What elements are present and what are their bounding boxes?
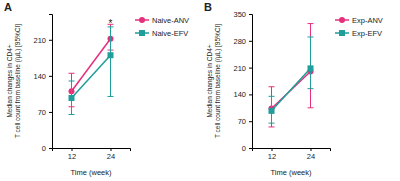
y-tick-label: 350 xyxy=(233,10,246,19)
legend-label: Exp-ANV xyxy=(352,16,383,25)
legend-marker xyxy=(339,30,345,36)
marker xyxy=(108,52,114,58)
legend: Naive-ANV Naive-EFV xyxy=(135,16,189,38)
x-tick-label: 12 xyxy=(68,152,76,161)
panel-title: A xyxy=(4,1,12,13)
y-tick-mark xyxy=(49,40,52,41)
error-bar xyxy=(308,37,314,89)
marker xyxy=(308,65,314,71)
y-tick-label: 70 xyxy=(238,117,246,126)
y-tick-label: 0 xyxy=(42,144,46,153)
y-tick-label: 140 xyxy=(233,90,246,99)
error-bar xyxy=(269,87,275,127)
y-tick-mark xyxy=(249,94,252,95)
x-axis-title: Time (week) xyxy=(271,168,312,177)
error-bar xyxy=(269,96,275,123)
y-tick: 210 xyxy=(233,64,252,73)
y-tick-mark xyxy=(249,148,252,149)
y-tick-mark xyxy=(49,76,52,77)
panel: A 0 70 140 210 12 24 Time (week) Median changes … xyxy=(4,1,189,177)
legend-label: Exp-EFV xyxy=(352,29,382,38)
error-bar xyxy=(308,24,314,108)
plot-area xyxy=(69,24,114,114)
x-tick-label: 24 xyxy=(307,152,315,161)
marker xyxy=(69,95,75,101)
x-tick: 24 xyxy=(107,148,115,161)
y-axis-line xyxy=(249,15,253,149)
y-tick-mark xyxy=(249,121,252,122)
legend: Exp-ANV Exp-EFV xyxy=(335,16,383,38)
y-axis: 0 70 140 210 xyxy=(33,15,52,153)
y-tick: 0 xyxy=(242,144,252,153)
y-tick-label: 280 xyxy=(233,37,246,46)
y-axis-title: Median changes in CD4+T cell count from … xyxy=(206,24,222,138)
series-line xyxy=(272,68,311,110)
y-tick-mark xyxy=(249,14,252,15)
y-tick-label: 210 xyxy=(33,36,46,45)
x-tick-mark xyxy=(311,148,312,151)
x-tick: 24 xyxy=(307,148,315,161)
panel: B 0 70 140 210 280 350 12 24 Time (week) Median ch… xyxy=(204,1,383,177)
x-tick: 12 xyxy=(268,148,276,161)
y-tick-mark xyxy=(249,41,252,42)
x-tick-mark xyxy=(111,148,112,151)
legend-marker xyxy=(339,17,345,23)
series-line xyxy=(72,55,111,98)
y-tick: 140 xyxy=(33,72,52,81)
annotation: * xyxy=(109,18,113,29)
legend-marker xyxy=(139,30,145,36)
y-tick-mark xyxy=(49,112,52,113)
error-bar xyxy=(108,27,114,97)
error-bar xyxy=(69,81,75,115)
y-tick-label: 70 xyxy=(38,108,46,117)
x-tick-mark xyxy=(72,148,73,151)
legend-label: Naive-ANV xyxy=(152,16,189,25)
x-axis-title: Time (week) xyxy=(71,168,112,177)
y-tick-label: 0 xyxy=(242,144,246,153)
y-tick: 70 xyxy=(238,117,252,126)
legend-marker xyxy=(139,17,145,23)
y-tick: 140 xyxy=(233,90,252,99)
legend-label: Naive-EFV xyxy=(152,29,188,38)
series-line xyxy=(72,39,111,92)
y-tick: 280 xyxy=(233,37,252,46)
y-axis-title-line: Median changes in CD4+ xyxy=(206,44,214,117)
y-tick-mark xyxy=(49,148,52,149)
y-axis: 0 70 140 210 280 350 xyxy=(233,10,252,153)
figure: A 0 70 140 210 12 24 Time (week) Median changes … xyxy=(0,0,400,181)
marker xyxy=(269,108,275,114)
x-axis: 12 24 xyxy=(253,148,331,161)
y-tick-label: 210 xyxy=(233,64,246,73)
y-tick: 70 xyxy=(38,108,52,117)
x-tick-label: 12 xyxy=(268,152,276,161)
x-tick: 12 xyxy=(68,148,76,161)
x-axis-line xyxy=(253,149,331,152)
y-axis-title: Median changes in CD4+T cell count from … xyxy=(6,24,22,138)
y-tick: 0 xyxy=(42,144,52,153)
y-axis-title-line: T cell count from baseline (/μL) [95%CI] xyxy=(214,24,222,138)
y-tick: 350 xyxy=(233,10,252,19)
y-axis-line xyxy=(49,15,53,149)
x-tick-mark xyxy=(272,148,273,151)
y-tick: 210 xyxy=(33,36,52,45)
y-axis-title-line: Median changes in CD4+ xyxy=(6,44,14,117)
y-axis-title-line: T cell count from baseline (/μL) [95%CI] xyxy=(14,24,22,138)
x-axis-line xyxy=(53,149,131,152)
panel-title: B xyxy=(204,1,212,13)
y-tick-mark xyxy=(249,68,252,69)
plot-area xyxy=(269,24,314,127)
x-tick-label: 24 xyxy=(107,152,115,161)
y-tick-label: 140 xyxy=(33,72,46,81)
x-axis: 12 24 xyxy=(53,148,131,161)
